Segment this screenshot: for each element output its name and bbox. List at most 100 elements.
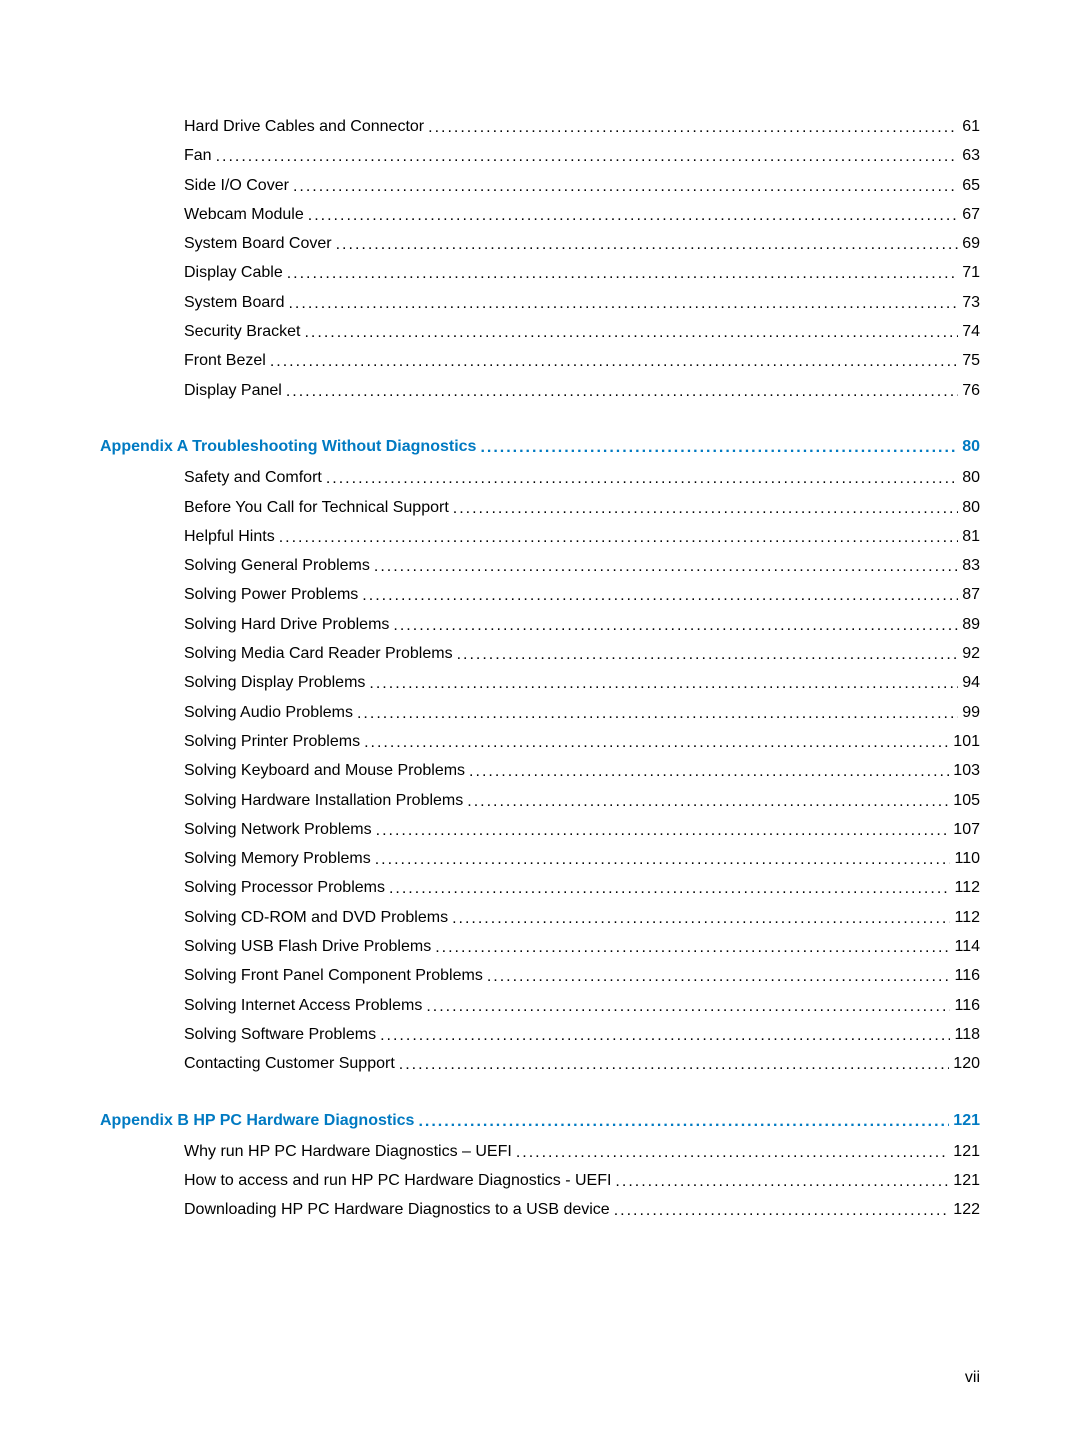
toc-entry-label: Solving Display Problems — [184, 671, 365, 696]
toc-section: Appendix B HP PC Hardware Diagnostics ..… — [100, 1109, 980, 1223]
toc-leader: ........................................… — [374, 555, 958, 580]
toc-leader: ........................................… — [326, 467, 958, 492]
toc-leader: ........................................… — [467, 790, 949, 815]
toc-leader: ........................................… — [336, 233, 959, 258]
toc-entry-label: Webcam Module — [184, 203, 304, 228]
toc-entry-label: System Board Cover — [184, 232, 332, 257]
toc-entry-page: 83 — [962, 554, 980, 579]
toc-entry-label: Solving Processor Problems — [184, 876, 385, 901]
toc-entry-label: Side I/O Cover — [184, 174, 289, 199]
toc-entry-page: 81 — [962, 525, 980, 550]
toc-entry[interactable]: Contacting Customer Support ............… — [100, 1052, 980, 1077]
toc-entry[interactable]: System Board ...........................… — [100, 291, 980, 316]
toc-leader: ........................................… — [435, 936, 950, 961]
toc-entry[interactable]: Solving Keyboard and Mouse Problems ....… — [100, 759, 980, 784]
toc-entry-page: 75 — [962, 349, 980, 374]
toc-entry-page: 80 — [962, 496, 980, 521]
toc-heading[interactable]: Appendix B HP PC Hardware Diagnostics ..… — [100, 1109, 980, 1134]
toc-entry[interactable]: Solving Hard Drive Problems ............… — [100, 613, 980, 638]
toc-leader: ........................................… — [480, 436, 958, 461]
toc-entry-page: 112 — [954, 906, 980, 931]
toc-entry-page: 73 — [962, 291, 980, 316]
toc-entry[interactable]: Why run HP PC Hardware Diagnostics – UEF… — [100, 1140, 980, 1165]
toc-entry[interactable]: Solving Processor Problems .............… — [100, 876, 980, 901]
toc-leader: ........................................… — [362, 584, 958, 609]
toc-leader: ........................................… — [308, 204, 958, 229]
toc-entry-page: 92 — [962, 642, 980, 667]
toc-entry-page: 89 — [962, 613, 980, 638]
toc-section: Hard Drive Cables and Connector ........… — [100, 115, 980, 403]
toc-leader: ........................................… — [286, 380, 958, 405]
toc-leader: ........................................… — [389, 877, 951, 902]
toc-leader: ........................................… — [376, 819, 950, 844]
toc-entry-page: 112 — [954, 876, 980, 901]
toc-entry-label: Solving Memory Problems — [184, 847, 371, 872]
toc-entry-page: 110 — [954, 847, 980, 872]
toc-entry[interactable]: Fan ....................................… — [100, 144, 980, 169]
toc-entry[interactable]: Display Panel ..........................… — [100, 379, 980, 404]
toc-entry-label: How to access and run HP PC Hardware Dia… — [184, 1169, 611, 1194]
toc-heading-page: 80 — [962, 435, 980, 460]
toc-entry-page: 116 — [954, 964, 980, 989]
toc-heading-page: 121 — [953, 1109, 980, 1134]
toc-entry[interactable]: Security Bracket .......................… — [100, 320, 980, 345]
toc-entry[interactable]: Webcam Module ..........................… — [100, 203, 980, 228]
toc-entry[interactable]: Hard Drive Cables and Connector ........… — [100, 115, 980, 140]
toc-entry[interactable]: Downloading HP PC Hardware Diagnostics t… — [100, 1198, 980, 1223]
toc-entry-label: Safety and Comfort — [184, 466, 322, 491]
toc-entry-label: Display Panel — [184, 379, 282, 404]
toc-entry[interactable]: Solving Network Problems ...............… — [100, 818, 980, 843]
toc-entry-label: Hard Drive Cables and Connector — [184, 115, 424, 140]
toc-entry[interactable]: System Board Cover .....................… — [100, 232, 980, 257]
toc-entry[interactable]: Solving Memory Problems ................… — [100, 847, 980, 872]
toc-entry[interactable]: Solving Software Problems ..............… — [100, 1023, 980, 1048]
toc-entry-label: Front Bezel — [184, 349, 266, 374]
toc-entry-page: 63 — [962, 144, 980, 169]
toc-entry[interactable]: Solving General Problems ...............… — [100, 554, 980, 579]
toc-entry-label: Solving Front Panel Component Problems — [184, 964, 483, 989]
toc-entry-label: Before You Call for Technical Support — [184, 496, 449, 521]
toc-leader: ........................................… — [457, 643, 959, 668]
toc-leader: ........................................… — [487, 965, 951, 990]
toc-heading[interactable]: Appendix A Troubleshooting Without Diagn… — [100, 435, 980, 460]
toc-entry[interactable]: Safety and Comfort .....................… — [100, 466, 980, 491]
toc-leader: ........................................… — [364, 731, 949, 756]
toc-entry-label: Solving Software Problems — [184, 1023, 376, 1048]
toc-entry-label: Solving Network Problems — [184, 818, 372, 843]
toc-entry[interactable]: Solving Power Problems .................… — [100, 583, 980, 608]
toc-entry-label: Solving Keyboard and Mouse Problems — [184, 759, 465, 784]
toc-entry-label: Why run HP PC Hardware Diagnostics – UEF… — [184, 1140, 512, 1165]
toc-entry[interactable]: Solving Front Panel Component Problems .… — [100, 964, 980, 989]
toc-entry[interactable]: Before You Call for Technical Support ..… — [100, 496, 980, 521]
toc-entry-page: 105 — [953, 789, 980, 814]
toc-entry[interactable]: Solving USB Flash Drive Problems .......… — [100, 935, 980, 960]
toc-entry[interactable]: Display Cable ..........................… — [100, 261, 980, 286]
toc-entry-page: 116 — [954, 994, 980, 1019]
toc-entry-label: Solving CD-ROM and DVD Problems — [184, 906, 448, 931]
toc-entry[interactable]: Solving Media Card Reader Problems .....… — [100, 642, 980, 667]
toc-entry[interactable]: Side I/O Cover .........................… — [100, 174, 980, 199]
toc-entry[interactable]: How to access and run HP PC Hardware Dia… — [100, 1169, 980, 1194]
toc-entry[interactable]: Solving Display Problems ...............… — [100, 671, 980, 696]
toc-entry[interactable]: Front Bezel ............................… — [100, 349, 980, 374]
toc-entry-page: 107 — [953, 818, 980, 843]
toc-entry-page: 87 — [962, 583, 980, 608]
toc-entry[interactable]: Solving CD-ROM and DVD Problems ........… — [100, 906, 980, 931]
toc-entry-page: 99 — [962, 701, 980, 726]
toc-leader: ........................................… — [279, 526, 959, 551]
toc-leader: ........................................… — [304, 321, 958, 346]
toc-entry[interactable]: Solving Internet Access Problems .......… — [100, 994, 980, 1019]
toc-leader: ........................................… — [380, 1024, 950, 1049]
toc-entry-page: 122 — [953, 1198, 980, 1223]
page-number: vii — [965, 1369, 980, 1387]
toc-leader: ........................................… — [357, 702, 958, 727]
toc-entry[interactable]: Solving Audio Problems .................… — [100, 701, 980, 726]
toc-leader: ........................................… — [426, 995, 950, 1020]
toc-entry[interactable]: Helpful Hints ..........................… — [100, 525, 980, 550]
toc-leader: ........................................… — [375, 848, 951, 873]
toc-entry[interactable]: Solving Hardware Installation Problems .… — [100, 789, 980, 814]
toc-entry[interactable]: Solving Printer Problems ...............… — [100, 730, 980, 755]
toc-entry-page: 69 — [962, 232, 980, 257]
toc-entry-page: 80 — [962, 466, 980, 491]
toc-entry-page: 121 — [953, 1140, 980, 1165]
